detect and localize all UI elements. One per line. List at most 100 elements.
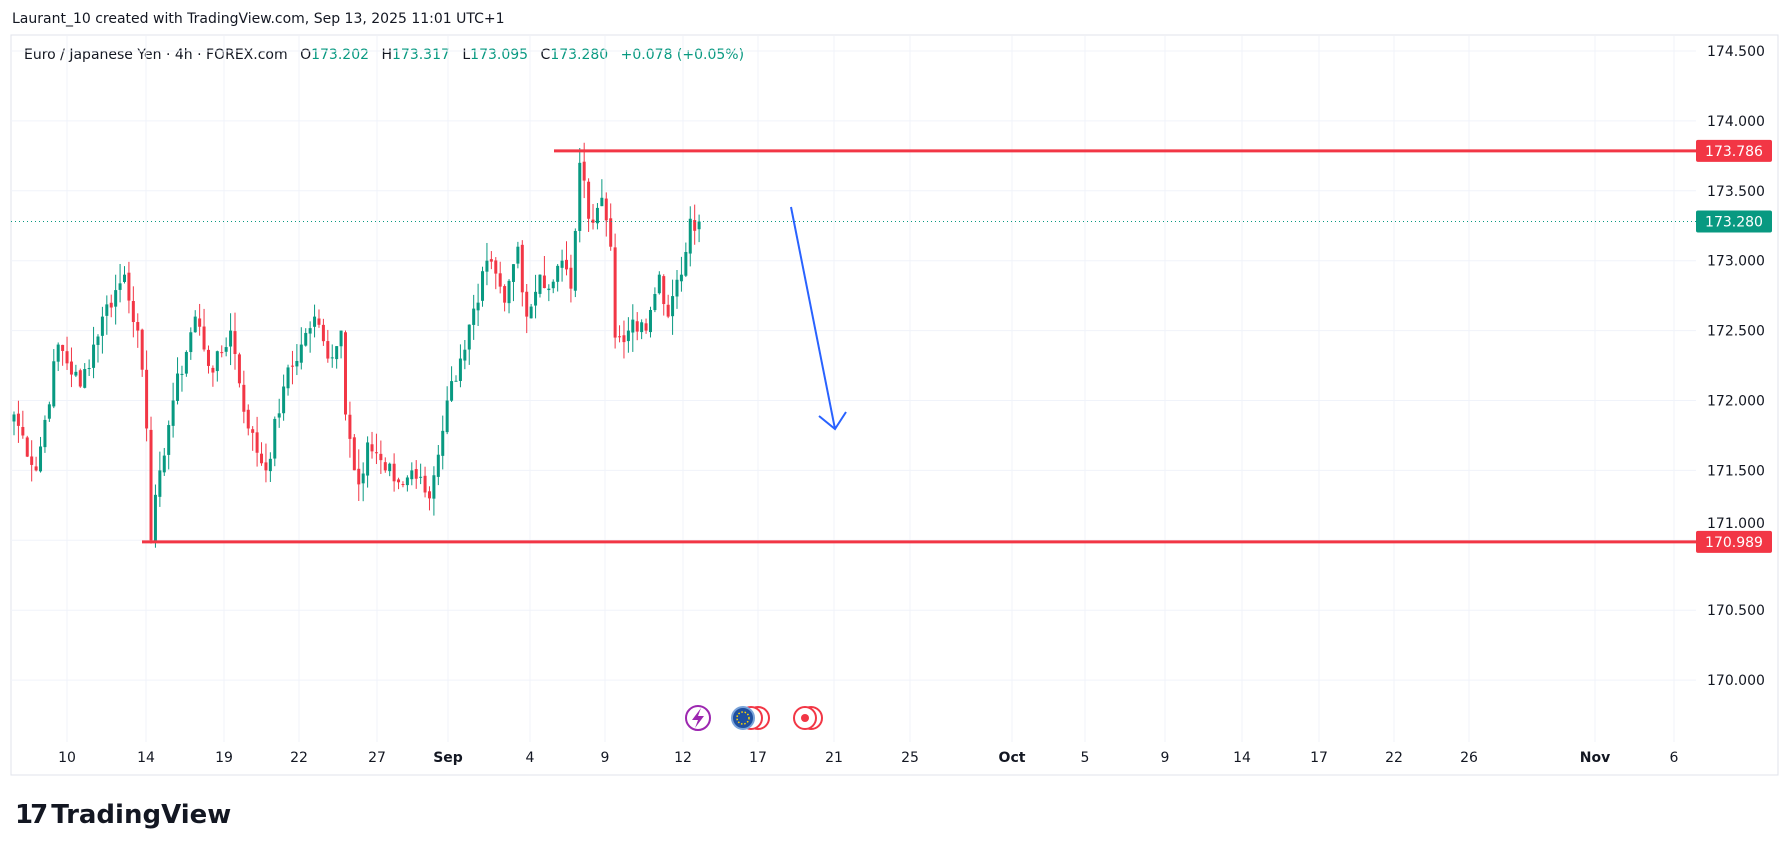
candle-body [507,280,511,304]
candle-body [450,381,454,401]
candle [176,357,180,405]
tradingview-logo-text: TradingView [51,800,232,830]
candle [450,366,454,403]
candle [366,436,370,488]
candle-body [92,344,96,368]
candle-body [308,328,312,334]
candle [220,345,224,358]
down-arrow-drawing[interactable] [790,206,847,431]
time-tick-label: 9 [601,750,610,766]
candle [556,264,560,292]
candle-body [635,321,639,332]
candle-body [127,272,131,301]
candle [573,228,577,298]
candle-body [189,332,193,353]
candle-body [255,432,259,453]
candle-body [87,368,91,370]
tradingview-logo-icon: 17 [15,800,48,830]
lightning-event-icon[interactable] [685,705,711,731]
eu-flag-event-icon[interactable] [731,706,770,730]
candle [503,284,507,312]
candle [83,363,87,389]
price-tick-label: 172.000 [1707,394,1765,410]
candle-body [114,290,118,307]
chart-frame [10,34,1779,776]
price-level-badge [1696,139,1772,162]
candle-body [264,462,268,471]
candle [427,486,431,511]
candle-body [30,456,34,465]
candle [635,312,639,341]
candle-body [454,380,458,382]
candle-body [494,260,498,274]
tradingview-logo[interactable]: 17 TradingView [15,800,231,830]
candle-body [379,453,383,461]
price-axis[interactable]: 174.500 174.000 173.500 173.000 172.500 172.0… [1707,44,1765,689]
candle [441,415,445,470]
candle [100,306,104,354]
candle [644,318,648,334]
candle-body [697,221,701,230]
candle [640,319,644,340]
candle [78,368,82,388]
candle [423,466,427,498]
candle [538,274,542,298]
candle [180,365,184,392]
candle [401,481,405,488]
time-axis[interactable]: 10 14 19 22 27 Sep 4 9 12 17 21 25 Oct 5 9 14 17 22 26 Nov 6 [58,750,1678,766]
price-tick-label: 174.500 [1707,44,1765,60]
candle-body [604,198,608,221]
candle-body [441,430,445,456]
candle [321,318,325,346]
time-tick-label: 12 [674,750,692,766]
candle [215,350,219,382]
time-tick-label: Oct [999,750,1026,766]
candle-body [313,316,317,327]
candle-body [25,437,29,457]
candle-body [419,476,423,478]
time-tick-label: 21 [825,750,843,766]
candle [16,400,20,443]
high-label: H [381,47,392,63]
candle [47,401,51,422]
candle [277,398,281,428]
candle [282,374,286,421]
candle-body [273,418,277,459]
candle [481,266,485,307]
candle-body [233,331,237,355]
price-level-badge [1696,530,1772,553]
levels: 173.786 170.989 173.280 [11,139,1772,553]
candle [43,415,47,453]
open-label: O [300,47,312,63]
candle [136,313,140,348]
candle-body [304,332,308,346]
candle-body [344,332,347,415]
candle-body [295,360,299,367]
candle [299,327,303,370]
candle-body [657,274,661,294]
candle-body [167,425,171,455]
candle-body [370,444,374,452]
candle [626,317,630,353]
candle-body [78,370,82,387]
candle-body [184,351,188,374]
candle [467,324,471,365]
candle [666,294,670,319]
candle-body [648,310,652,333]
candle-body [653,294,657,311]
candle [569,254,573,303]
candle-body [206,349,210,366]
candle [264,443,268,483]
candle [233,312,237,370]
candle-body [361,473,365,484]
candle [65,336,69,370]
candle [472,294,476,340]
candle [34,456,38,472]
price-tick-label: 173.500 [1707,184,1765,200]
candle [313,304,317,338]
candle-body [436,454,440,477]
time-tick-label: 17 [749,750,767,766]
candle [352,434,356,471]
red-event-icon[interactable] [793,706,823,730]
